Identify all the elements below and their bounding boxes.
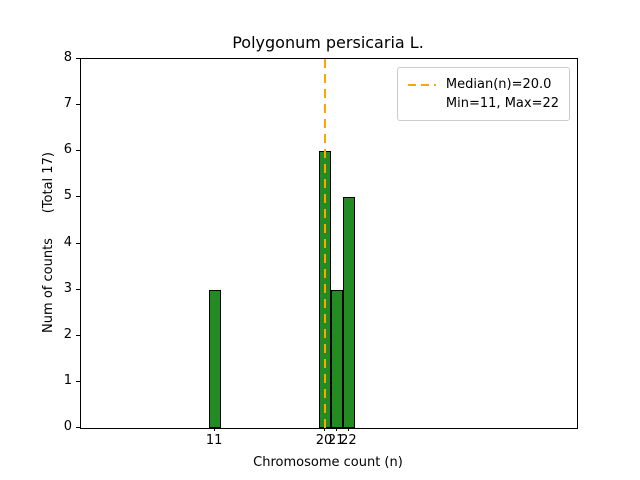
- y-tick-label: 8: [63, 50, 72, 65]
- x-tick-mark: [323, 427, 325, 431]
- median-line: [323, 59, 326, 428]
- plot-area: Median(n)=20.0 Min=11, Max=22: [80, 58, 578, 429]
- x-axis-label: Chromosome count (n): [253, 455, 403, 470]
- y-tick-mark: [76, 150, 80, 152]
- chart-title: Polygonum persicaria L.: [232, 33, 424, 52]
- y-tick-label: 3: [63, 280, 72, 296]
- x-tick-label: 21: [327, 433, 345, 448]
- x-tick-mark: [348, 427, 350, 431]
- x-tick-mark: [214, 427, 216, 431]
- legend-item-median: Median(n)=20.0: [407, 75, 559, 94]
- y-tick-mark: [76, 427, 80, 428]
- y-tick-label: 2: [63, 326, 72, 342]
- bar-n11: [209, 289, 222, 428]
- y-tick-mark: [76, 242, 80, 244]
- y-tick-label: 5: [63, 188, 72, 204]
- y-tick-mark: [76, 196, 80, 198]
- legend-label-minmax: Min=11, Max=22: [445, 96, 559, 111]
- legend-empty-swatch: [408, 103, 436, 105]
- y-tick-label: 0: [63, 419, 72, 434]
- x-tick-label: 22: [340, 433, 357, 448]
- y-tick-mark: [76, 334, 80, 336]
- x-tick-label: 11: [205, 433, 223, 448]
- bar-n21: [331, 289, 344, 428]
- legend-label-median: Median(n)=20.0: [445, 77, 552, 92]
- legend: Median(n)=20.0 Min=11, Max=22: [396, 67, 570, 121]
- y-tick-mark: [76, 58, 80, 59]
- x-tick-label: 20: [315, 433, 333, 448]
- bar-n22: [343, 197, 356, 428]
- y-tick-label: 4: [63, 234, 72, 250]
- y-tick-label: 6: [63, 142, 72, 158]
- legend-item-minmax: Min=11, Max=22: [408, 94, 559, 113]
- y-tick-mark: [76, 380, 80, 382]
- median-dashed-line-icon: [407, 83, 436, 86]
- x-tick-mark: [336, 427, 338, 431]
- y-tick-mark: [76, 288, 80, 290]
- y-tick-mark: [76, 104, 80, 106]
- y-tick-label: 7: [63, 96, 72, 112]
- y-tick-label: 1: [63, 372, 72, 388]
